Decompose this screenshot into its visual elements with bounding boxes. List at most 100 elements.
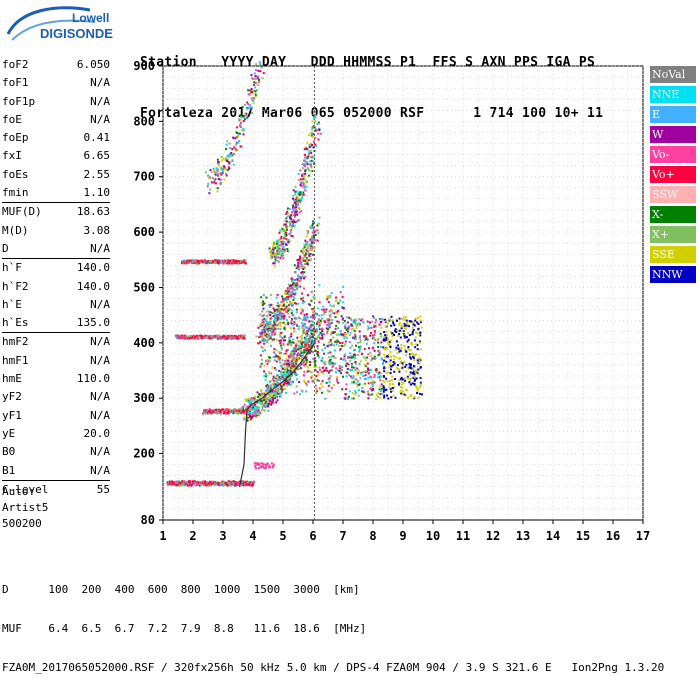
echo-point: [280, 314, 283, 317]
echo-point: [285, 307, 288, 310]
echo-point: [248, 415, 251, 418]
echo-point: [329, 338, 332, 341]
echo-point: [316, 370, 319, 373]
echo-point: [414, 371, 417, 374]
echo-point: [277, 252, 280, 255]
echo-point: [292, 367, 295, 370]
echo-point: [328, 321, 331, 324]
x-tick-label: 7: [339, 529, 346, 543]
echo-point: [374, 321, 377, 324]
echo-point: [290, 309, 293, 312]
echo-point: [313, 330, 316, 333]
echo-point: [216, 172, 219, 175]
x-tick-label: 2: [189, 529, 196, 543]
echo-point: [322, 305, 325, 308]
echo-point: [345, 375, 348, 378]
echo-point: [313, 348, 316, 351]
echo-point: [399, 336, 402, 339]
echo-point: [330, 331, 333, 334]
echo-point: [276, 374, 279, 377]
echo-point: [246, 399, 249, 402]
echo-point: [262, 332, 265, 335]
echo-point: [410, 353, 413, 356]
echo-point: [263, 326, 266, 329]
echo-point: [323, 352, 326, 355]
echo-point: [395, 340, 398, 343]
echo-point: [303, 243, 306, 246]
echo-point: [285, 224, 288, 227]
echo-point: [277, 378, 280, 381]
echo-point: [270, 372, 273, 375]
echo-point: [359, 338, 362, 341]
echo-point: [301, 302, 304, 305]
echo-point: [312, 295, 315, 298]
echo-point: [275, 394, 278, 397]
echo-point: [392, 394, 395, 397]
echo-point: [305, 349, 308, 352]
echo-point: [300, 197, 303, 200]
echo-point: [293, 296, 296, 299]
echo-point: [262, 350, 265, 353]
echo-point: [306, 161, 309, 164]
echo-point: [181, 480, 184, 483]
echo-point: [251, 111, 254, 114]
echo-point: [306, 148, 309, 151]
echo-point: [249, 418, 252, 421]
param-label: h`E: [2, 297, 22, 311]
echo-point: [225, 262, 228, 265]
echo-point: [261, 405, 264, 408]
echo-point: [288, 363, 291, 366]
echo-point: [217, 163, 220, 166]
echo-point: [307, 247, 310, 250]
echo-point: [363, 348, 366, 351]
param-label: foF1: [2, 76, 29, 90]
echo-point: [236, 262, 239, 265]
echo-point: [361, 390, 364, 393]
echo-point: [326, 328, 329, 331]
echo-point: [364, 374, 367, 377]
echo-point: [418, 392, 421, 395]
echo-point: [265, 321, 268, 324]
echo-point: [345, 383, 348, 386]
echo-point: [318, 387, 321, 390]
echo-point: [395, 318, 398, 321]
echo-point: [367, 382, 370, 385]
echo-point: [388, 363, 391, 366]
echo-point: [308, 174, 311, 177]
param-label: yE: [2, 426, 16, 440]
echo-point: [336, 379, 339, 382]
echo-point: [299, 285, 302, 288]
echo-point: [238, 124, 241, 127]
echo-point: [301, 251, 304, 254]
echo-point: [267, 405, 270, 408]
echo-point: [350, 362, 353, 365]
echo-point: [326, 298, 329, 301]
echo-point: [220, 337, 223, 340]
echo-point: [224, 482, 227, 485]
echo-point: [260, 362, 263, 365]
echo-point: [214, 260, 217, 263]
param-row: h`F2 140.0: [2, 278, 110, 296]
echo-point: [385, 355, 388, 358]
echo-point: [219, 482, 222, 485]
echo-point: [309, 155, 312, 158]
echo-point: [255, 405, 258, 408]
echo-point: [304, 263, 307, 266]
echo-point: [279, 335, 282, 338]
echo-point: [400, 343, 403, 346]
echo-point: [293, 371, 296, 374]
echo-point: [414, 365, 417, 368]
echo-point: [316, 352, 319, 355]
echo-point: [273, 348, 276, 351]
echo-point: [314, 136, 317, 139]
echo-point: [352, 355, 355, 358]
echo-point: [255, 69, 258, 72]
echo-point: [367, 397, 370, 400]
echo-point: [245, 112, 248, 115]
echo-point: [235, 260, 238, 263]
echo-point: [202, 481, 205, 484]
echo-point: [357, 394, 360, 397]
echo-point: [313, 230, 316, 233]
echo-point: [234, 480, 237, 483]
echo-point: [356, 385, 359, 388]
